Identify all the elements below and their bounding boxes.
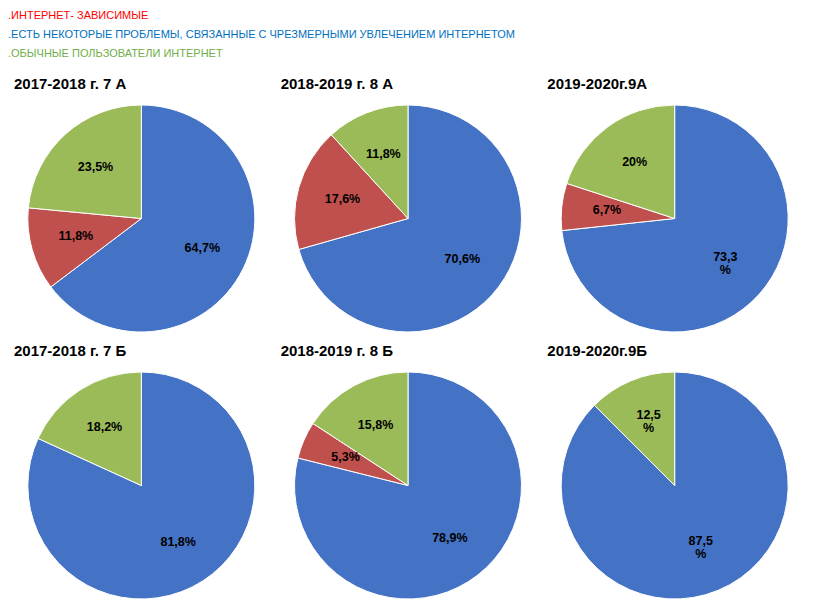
data-label-line: % (643, 421, 654, 435)
pie-slice (28, 372, 255, 599)
data-label-line: % (720, 263, 731, 277)
pie: 64,7% 11,8% 23,5% (28, 105, 255, 332)
pie-chart: 2019-2020г.9Б87,5%12,5% (547, 342, 788, 599)
annotation: .ИНТЕРНЕТ- ЗАВИСИМЫЕ (8, 9, 148, 21)
data-label: 11,8% (58, 229, 93, 243)
data-label: 11,8% (366, 147, 401, 161)
pie: 81,8% 18,2% (28, 372, 255, 599)
pie: 70,6% 17,6% 11,8% (295, 105, 522, 332)
annotation: .ЕСТЬ НЕКОТОРЫЕ ПРОБЛЕМЫ, СВЯЗАННЫЕ С ЧР… (8, 28, 515, 40)
data-label-line: 18,2% (87, 421, 122, 435)
data-label-line: 87,5 (689, 534, 713, 548)
data-label: 64,7% (185, 241, 220, 255)
pie-slice (561, 372, 788, 599)
pie-slice (594, 372, 674, 486)
data-label: 81,8% (160, 535, 195, 549)
data-label-line: 17,6% (325, 192, 360, 206)
data-label-line: 6,7% (593, 204, 622, 218)
pie: 73,3% 6,7% 20% (561, 105, 788, 332)
chart-title: 2019-2020г.9А (547, 75, 647, 92)
data-label: 87,5% (689, 534, 713, 561)
data-label-line: 11,8% (366, 147, 401, 161)
data-label-line: 11,8% (58, 229, 93, 243)
pie: 87,5%12,5% (561, 372, 788, 599)
pie-slice (313, 372, 408, 486)
chart-title: 2018-2019 г. 8 А (281, 75, 393, 92)
pie-chart: 2017-2018 г. 7 А 64,7% 11,8% 23,5% (14, 75, 255, 332)
pie-slice (28, 105, 141, 219)
data-label-line: 64,7% (185, 241, 220, 255)
data-label: 18,2% (87, 421, 122, 435)
data-label-line: 12,5 (636, 408, 660, 422)
data-label-line: 20% (622, 156, 647, 170)
data-label: 6,7% (593, 204, 622, 218)
data-label: 17,6% (325, 192, 360, 206)
data-label: 73,3% (713, 250, 737, 277)
data-label-line: 78,9% (432, 531, 467, 545)
data-label-line: 70,6% (445, 252, 480, 266)
data-label-line: 23,5% (78, 160, 113, 174)
pie-chart: 2017-2018 г. 7 Б 81,8% 18,2% (14, 342, 255, 599)
chart-title: 2017-2018 г. 7 Б (14, 342, 126, 359)
annotation: .ОБЫЧНЫЕ ПОЛЬЗОВАТЕЛИ ИНТЕРНЕТ (8, 47, 223, 59)
data-label: 15,8% (358, 418, 393, 432)
data-label: 78,9% (432, 531, 467, 545)
data-label: 5,3% (331, 451, 360, 465)
data-label-line: % (695, 547, 706, 561)
data-label: 12,5% (636, 408, 660, 435)
chart-title: 2018-2019 г. 8 Б (281, 342, 393, 359)
chart-root: .ИНТЕРНЕТ- ЗАВИСИМЫЕ .ЕСТЬ НЕКОТОРЫЕ ПРОБ… (0, 0, 816, 613)
data-label: 70,6% (445, 252, 480, 266)
pie-chart: 2019-2020г.9А 73,3% 6,7% 20% (547, 75, 788, 332)
data-label: 23,5% (78, 160, 113, 174)
data-label-line: 73,3 (713, 250, 737, 264)
pie-chart: 2018-2019 г. 8 Б 78,9% 5,3% 15,8% (281, 342, 522, 599)
pie-slice (295, 372, 522, 599)
pie-slice (562, 105, 788, 332)
data-label-line: 5,3% (331, 451, 360, 465)
data-label: 20% (622, 156, 647, 170)
data-label-line: 81,8% (160, 535, 195, 549)
chart-title: 2019-2020г.9Б (547, 342, 647, 359)
pie-slice (28, 208, 141, 287)
pie-slice (38, 372, 141, 486)
chart-title: 2017-2018 г. 7 А (14, 75, 126, 92)
pie: 78,9% 5,3% 15,8% (295, 372, 522, 599)
pie-chart: 2018-2019 г. 8 А 70,6% 17,6% 11,8% (281, 75, 522, 332)
pie-slice (567, 105, 675, 219)
data-label-line: 15,8% (358, 418, 393, 432)
